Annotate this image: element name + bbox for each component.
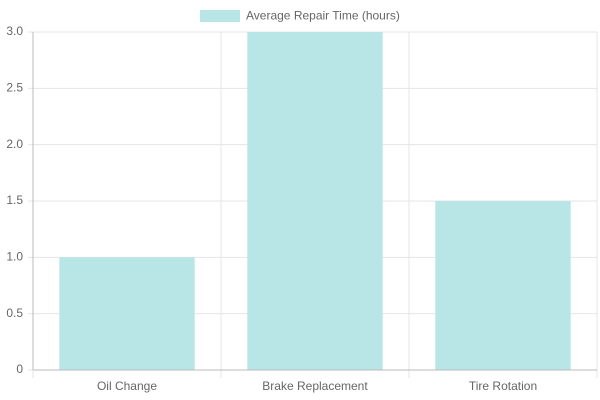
bar (247, 32, 383, 370)
bar (435, 201, 571, 370)
legend-label: Average Repair Time (hours) (246, 9, 400, 23)
legend-swatch[interactable] (200, 10, 240, 22)
y-tick-label: 0.5 (6, 306, 23, 320)
x-tick-label: Brake Replacement (262, 379, 368, 393)
y-tick-label: 2.0 (6, 137, 23, 151)
y-tick-label: 1.0 (6, 250, 23, 264)
y-tick-label: 2.5 (6, 81, 23, 95)
y-tick-label: 0 (16, 362, 23, 376)
x-tick-label: Tire Rotation (469, 379, 537, 393)
bar (59, 257, 195, 370)
y-tick-label: 3.0 (6, 24, 23, 38)
x-tick-label: Oil Change (97, 379, 157, 393)
y-tick-label: 1.5 (6, 193, 23, 207)
